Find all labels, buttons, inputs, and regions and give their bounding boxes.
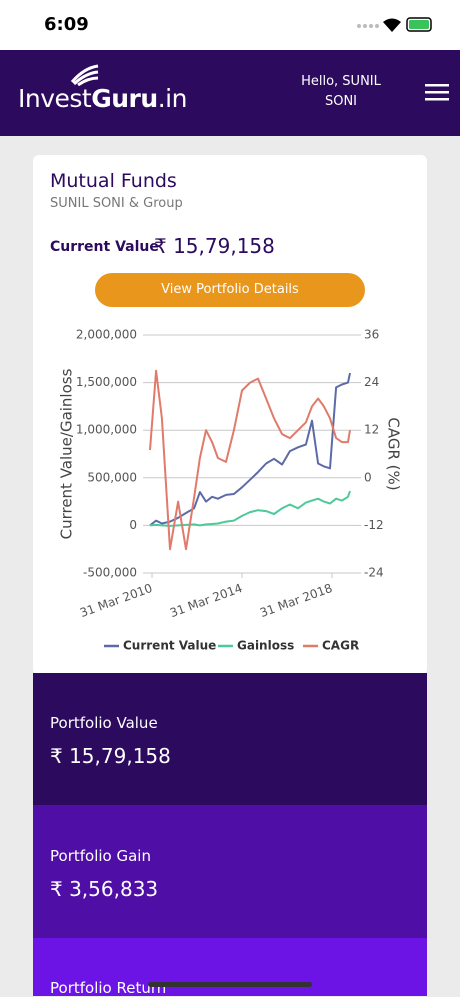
panel-label: Portfolio Return — [50, 979, 167, 997]
panel — [33, 805, 427, 938]
panel-label: Portfolio Gain — [50, 847, 151, 865]
card-subtitle: SUNIL SONI & Group — [50, 196, 183, 211]
y-tick-label: 1,000,000 — [76, 423, 137, 437]
logo[interactable]: InvestGuru.in — [18, 84, 187, 113]
x-tick-label: 31 Mar 2018 — [258, 581, 334, 620]
current-value-label: Current Value — [50, 239, 159, 255]
logo-text: .in — [157, 84, 188, 113]
home-indicator — [148, 982, 312, 987]
clock: 6:09 — [44, 14, 89, 35]
legend-label: Current Value — [123, 639, 216, 653]
y-tick-label: 2,000,000 — [76, 328, 137, 342]
y-tick-label: 500,000 — [87, 470, 137, 484]
series-line — [149, 369, 351, 551]
logo-text: Guru — [91, 84, 158, 113]
status-icons — [357, 17, 432, 32]
app-header — [0, 50, 460, 136]
x-tick-label: 31 Mar 2014 — [168, 581, 244, 620]
y-tick-label: 1,500,000 — [76, 375, 137, 389]
series-line — [149, 490, 351, 527]
y2-axis-title: CAGR (%) — [385, 417, 403, 490]
panel-label: Portfolio Value — [50, 714, 158, 732]
status-bar: 6:09 — [0, 0, 460, 50]
view-details-button[interactable]: View Portfolio Details — [95, 273, 365, 307]
legend-label: Gainloss — [237, 639, 294, 653]
y2-tick-label: 0 — [364, 470, 372, 484]
menu-button[interactable] — [425, 83, 451, 103]
legend-label: CAGR — [322, 639, 359, 653]
y2-tick-label: -12 — [364, 518, 384, 532]
series-line — [149, 372, 351, 527]
current-value: ₹ 15,79,158 — [154, 234, 275, 258]
logo-text: Invest — [18, 84, 92, 113]
panel-value: ₹ 15,79,158 — [50, 744, 171, 768]
y-tick-label: 0 — [129, 518, 137, 532]
y-tick-label: -500,000 — [83, 566, 137, 580]
y-axis-title: Current Value/Gainloss — [58, 368, 76, 539]
y2-tick-label: 36 — [364, 328, 379, 342]
y2-tick-label: -24 — [364, 566, 384, 580]
logo-mark — [70, 64, 99, 86]
y2-tick-label: 24 — [364, 375, 379, 389]
y2-tick-label: 12 — [364, 423, 379, 437]
card-title: Mutual Funds — [50, 170, 177, 192]
portfolio-card — [33, 155, 427, 675]
panel — [33, 673, 427, 805]
greeting: Hello, SUNIL SONI — [301, 74, 381, 109]
chart: -500,000 0 500,000 1,000,000 1,500,000 2,000,… — [58, 328, 403, 653]
panel-value: ₹ 3,56,833 — [50, 877, 159, 901]
x-tick-label: 31 Mar 2010 — [78, 581, 154, 620]
